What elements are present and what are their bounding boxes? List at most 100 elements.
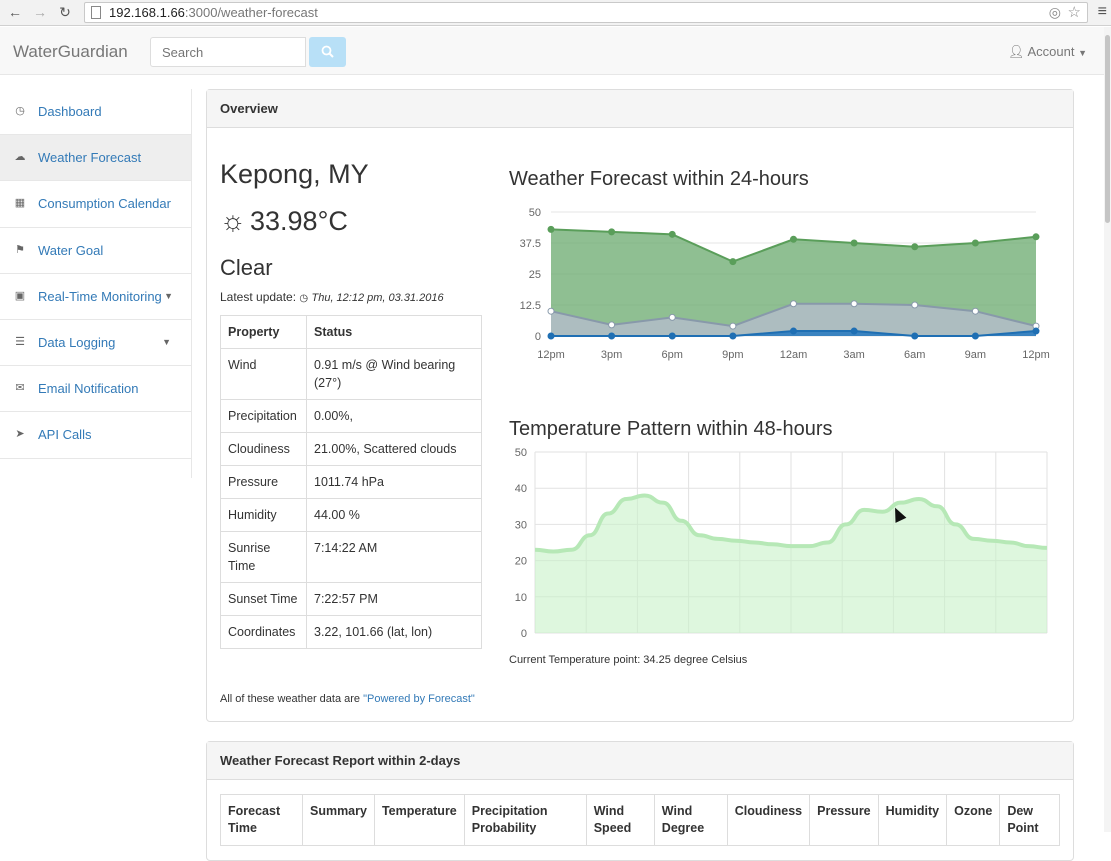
search-button[interactable] bbox=[309, 37, 346, 67]
top-navbar: WaterGuardian 👤︎ Account ▼ bbox=[0, 27, 1104, 75]
data-point bbox=[668, 332, 676, 340]
x-tick-label: 3pm bbox=[601, 349, 622, 361]
latest-update: Latest update: ◷ Thu, 12:12 pm, 03.31.20… bbox=[220, 290, 444, 304]
sun-icon: ☼ bbox=[220, 205, 246, 236]
account-label: Account bbox=[1027, 44, 1075, 59]
list-icon: ☰ bbox=[15, 335, 25, 348]
sidebar-item-consumption-calendar[interactable]: ▦ Consumption Calendar bbox=[0, 181, 191, 228]
current-temperature: ☼ 33.98°C bbox=[220, 205, 348, 237]
data-point bbox=[971, 239, 979, 247]
y-tick-label: 30 bbox=[515, 519, 527, 531]
data-point bbox=[790, 235, 797, 243]
data-point bbox=[971, 307, 979, 315]
property-name: Sunrise Time bbox=[220, 531, 307, 583]
sidebar-item-label: Dashboard bbox=[38, 104, 102, 119]
table-row: Coordinates 3.22, 101.66 (lat, lon) bbox=[220, 615, 482, 649]
report-column-header: Cloudiness bbox=[726, 794, 811, 846]
property-status: 7:14:22 AM bbox=[306, 531, 482, 583]
data-point bbox=[668, 230, 676, 238]
forecast-24h-chart: 0 12.5 25 37.5 50 12pm 3pm 6pm 9pm 12am 3am 6am 9am 1… bbox=[520, 207, 1050, 361]
envelope-icon: ✉ bbox=[15, 382, 25, 395]
sidebar-item-real-time-monitoring[interactable]: ▣ Real-Time Monitoring ▼ bbox=[0, 274, 191, 320]
report-column-header: Humidity bbox=[877, 794, 948, 846]
sidebar-item-email-notification[interactable]: ✉ Email Notification bbox=[0, 366, 191, 413]
property-name: Humidity bbox=[220, 498, 307, 532]
y-tick-label: 0 bbox=[521, 628, 527, 640]
table-row: Sunrise Time 7:14:22 AM bbox=[220, 531, 482, 583]
property-name: Sunset Time bbox=[220, 582, 307, 616]
page-icon bbox=[91, 6, 101, 19]
data-point bbox=[547, 332, 555, 340]
temperature-line bbox=[534, 493, 1048, 554]
overview-panel: Overview Kepong, MY ☼ 33.98°C Clear Lates… bbox=[206, 89, 1074, 722]
report-column-header: Dew Point bbox=[999, 794, 1060, 846]
report-column-header: Pressure bbox=[809, 794, 879, 846]
x-tick-label: 6pm bbox=[662, 349, 683, 361]
data-point bbox=[850, 300, 858, 308]
report-column-header: Summary bbox=[301, 794, 375, 846]
temperature-48h-chart: 0 10 20 30 40 50 bbox=[515, 447, 1048, 640]
forward-icon[interactable]: → bbox=[33, 4, 47, 20]
property-name: Pressure bbox=[220, 465, 307, 499]
sidebar-item-label: Weather Forecast bbox=[38, 150, 142, 166]
city-name: Kepong, MY bbox=[220, 159, 369, 189]
sidebar-item-label: Consumption Calendar bbox=[38, 196, 171, 212]
property-status: 3.22, 101.66 (lat, lon) bbox=[306, 615, 482, 649]
sidebar: ◷ Dashboard ☁ Weather Forecast ▦ Consumptio… bbox=[0, 89, 192, 478]
y-tick-label: 50 bbox=[529, 207, 541, 219]
x-tick-label: 3am bbox=[843, 349, 864, 361]
bookmark-star-icon[interactable]: ☆ bbox=[1067, 4, 1081, 21]
y-tick-label: 12.5 bbox=[520, 300, 541, 312]
account-menu[interactable]: 👤︎ Account ▼ bbox=[1008, 44, 1087, 60]
sidebar-item-weather-forecast[interactable]: ☁ Weather Forecast bbox=[0, 135, 191, 182]
data-point bbox=[911, 301, 919, 309]
data-point bbox=[1032, 233, 1040, 241]
sidebar-item-label: Data Logging bbox=[38, 334, 116, 350]
data-point bbox=[1032, 327, 1040, 335]
location-icon[interactable]: ◎ bbox=[1048, 4, 1061, 20]
sidebar-item-label: Real-Time Monitoring bbox=[38, 288, 162, 304]
data-point bbox=[547, 307, 555, 315]
back-icon[interactable]: ← bbox=[8, 4, 22, 20]
caret-down-icon: ▼ bbox=[164, 290, 173, 301]
page-scrollbar[interactable] bbox=[1104, 27, 1111, 832]
property-status: 1011.74 hPa bbox=[306, 465, 482, 499]
dashboard-icon: ◷ bbox=[15, 105, 25, 117]
chart-title-48h: Temperature Pattern within 48-hours bbox=[509, 418, 833, 440]
browser-menu-icon[interactable]: ≡ bbox=[1097, 3, 1107, 20]
data-point bbox=[971, 332, 979, 340]
data-point bbox=[608, 332, 616, 340]
table-row: Precipitation 0.00%, bbox=[220, 399, 482, 433]
property-name: Precipitation bbox=[220, 399, 307, 433]
brand-logo[interactable]: WaterGuardian bbox=[13, 42, 128, 61]
address-bar[interactable]: 192.168.1.66:3000/weather-forecast ◎ ☆ bbox=[84, 2, 1088, 23]
send-icon: ➤ bbox=[15, 428, 25, 441]
sidebar-item-water-goal[interactable]: ⚑ Water Goal bbox=[0, 228, 191, 274]
search-input[interactable] bbox=[150, 37, 306, 67]
data-point bbox=[668, 313, 676, 321]
data-point bbox=[729, 322, 737, 330]
sidebar-item-data-logging[interactable]: ☰ Data Logging ▼ bbox=[0, 320, 191, 367]
sidebar-item-api-calls[interactable]: ➤ API Calls bbox=[0, 412, 191, 459]
temperature-area bbox=[535, 495, 1047, 633]
caret-down-icon: ▼ bbox=[1078, 48, 1087, 58]
caret-down-icon: ▼ bbox=[162, 336, 171, 347]
table-row: Wind 0.91 m/s @ Wind bearing (27°) bbox=[220, 348, 482, 400]
x-tick-label: 9pm bbox=[722, 349, 743, 361]
sidebar-item-label: API Calls bbox=[38, 427, 92, 443]
chart-title-24h: Weather Forecast within 24-hours bbox=[509, 168, 809, 190]
series-area bbox=[551, 303, 1036, 336]
search-icon bbox=[321, 45, 334, 58]
reload-icon[interactable]: ↻ bbox=[59, 4, 71, 20]
x-tick-label: 12pm bbox=[1022, 349, 1050, 361]
powered-by-link[interactable]: "Powered by Forecast" bbox=[363, 693, 475, 705]
property-status: 21.00%, Scattered clouds bbox=[306, 432, 482, 466]
sidebar-item-dashboard[interactable]: ◷ Dashboard bbox=[0, 89, 191, 136]
current-temperature-point: Current Temperature point: 34.25 degree … bbox=[509, 654, 748, 666]
flag-icon: ⚑ bbox=[15, 243, 25, 256]
report-column-header: Forecast Time bbox=[220, 794, 303, 846]
y-tick-label: 25 bbox=[529, 269, 541, 281]
y-tick-label: 37.5 bbox=[520, 238, 541, 250]
data-point bbox=[911, 243, 919, 251]
scroll-thumb[interactable] bbox=[1105, 35, 1110, 223]
